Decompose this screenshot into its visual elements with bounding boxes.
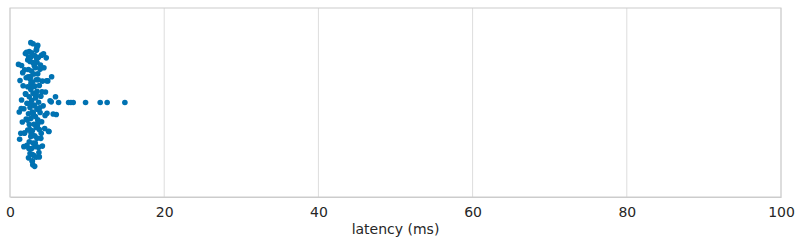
x-tick-label: 0 — [6, 204, 15, 220]
point — [83, 100, 89, 106]
plot-background — [10, 8, 781, 197]
point — [19, 97, 25, 103]
point — [38, 130, 44, 136]
x-tick-label: 20 — [156, 204, 174, 220]
point — [28, 74, 34, 80]
x-axis-title: latency (ms) — [352, 221, 440, 237]
grid-line — [318, 8, 319, 197]
point — [48, 99, 54, 105]
point — [27, 101, 33, 107]
point — [49, 74, 55, 80]
point — [29, 158, 35, 164]
chart: 0 20 40 60 80 100 latency (ms) — [0, 0, 800, 243]
x-tick-label: 40 — [310, 204, 328, 220]
x-tick: 100 — [768, 197, 795, 220]
point — [37, 105, 43, 111]
point — [30, 60, 36, 66]
point — [30, 109, 36, 115]
point — [41, 51, 47, 57]
point — [20, 83, 26, 89]
point — [34, 45, 40, 51]
point — [29, 132, 35, 138]
point — [38, 136, 44, 142]
point — [38, 62, 44, 68]
point — [21, 130, 27, 136]
point — [26, 146, 32, 152]
point — [44, 78, 50, 84]
point — [56, 100, 62, 106]
point — [39, 89, 45, 95]
point — [17, 78, 23, 84]
point — [46, 128, 52, 134]
x-tick-label: 100 — [768, 204, 795, 220]
point — [30, 110, 36, 116]
grid-line — [472, 8, 473, 197]
point — [35, 120, 41, 126]
x-tick-label: 80 — [618, 204, 636, 220]
x-axis-line — [11, 197, 782, 198]
point — [37, 110, 43, 116]
point — [26, 54, 32, 60]
point — [36, 150, 42, 156]
x-tick: 20 — [156, 197, 174, 220]
point — [32, 140, 38, 146]
x-tick: 40 — [310, 197, 328, 220]
point — [97, 100, 103, 106]
x-axis: 0 20 40 60 80 100 — [6, 197, 795, 220]
point — [104, 100, 110, 106]
point — [35, 77, 41, 83]
x-tick: 0 — [6, 197, 15, 220]
grid — [10, 8, 781, 197]
x-tick: 80 — [618, 197, 636, 220]
point — [33, 91, 39, 97]
point — [18, 106, 24, 112]
point — [27, 127, 33, 133]
point — [53, 94, 59, 100]
point — [24, 49, 30, 55]
point — [23, 91, 29, 97]
point — [25, 117, 31, 123]
point — [17, 136, 23, 142]
point — [53, 112, 59, 118]
point — [31, 84, 37, 90]
x-tick: 60 — [464, 197, 482, 220]
points — [16, 40, 128, 169]
point — [20, 70, 26, 76]
point — [40, 143, 46, 149]
point — [122, 100, 128, 106]
point — [34, 55, 40, 61]
grid-line — [626, 8, 627, 197]
grid-line — [164, 8, 165, 197]
x-tick-label: 60 — [464, 204, 482, 220]
point — [30, 152, 36, 158]
point — [31, 60, 37, 66]
point — [70, 100, 76, 106]
point — [32, 103, 38, 109]
point — [42, 113, 48, 119]
point — [23, 91, 29, 97]
plot-frame — [10, 8, 781, 197]
point — [46, 129, 52, 135]
